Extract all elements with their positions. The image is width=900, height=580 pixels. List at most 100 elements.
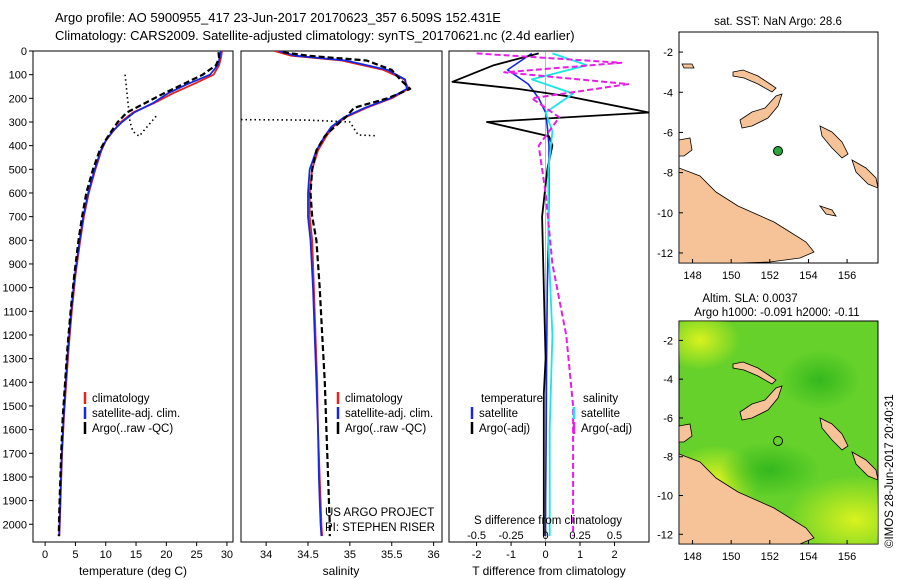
difference-xlabel-salinity: S difference from climatology (474, 515, 622, 527)
y-tick-label: 700 (9, 212, 27, 224)
map-x-tick-label: 156 (838, 270, 856, 282)
difference-xticks-salinity: -0.5 -0.25 0 0.25 0.5 (467, 530, 622, 542)
x-tick-label: 10 (100, 549, 112, 561)
series-line-argo-raw-dots (124, 74, 158, 137)
y-tick-label: 300 (9, 117, 27, 129)
x-tick-label: 1 (577, 549, 583, 561)
sst-map-xticks: 148 150 152 154 156 (683, 259, 856, 282)
y-tick-label: 1600 (3, 425, 27, 437)
temperature-yticks: 0 100 200 300 400 500 600 700 800 900 1000 1100 1200… (3, 46, 33, 531)
new-ireland-island (732, 361, 777, 385)
map-x-tick-label: 150 (722, 551, 740, 563)
map-y-tick-label: -12 (657, 529, 673, 541)
sla-map-title: Altim. SLA: 0.0037 (702, 293, 797, 305)
legend-label-climatology: climatology (92, 393, 150, 405)
new-guinea-mainland (679, 167, 815, 263)
x-tick-label: 0 (42, 549, 48, 561)
y-tick-label: 1100 (3, 306, 27, 318)
difference-xlabel: T difference from climatology (472, 564, 626, 578)
trobriand-islands (818, 205, 837, 217)
x-tick-label: 20 (160, 549, 172, 561)
map-x-tick-label: 150 (722, 270, 740, 282)
sst-map-panel: sat. SST: NaN Argo: 28.6 148 150 152 154 156… (657, 16, 879, 282)
temperature-xticks: 0 5 10 15 20 25 30 (42, 542, 233, 561)
x-tick-label: 35 (344, 549, 356, 561)
figure-title-line2: Climatology: CARS2009. Satellite-adjuste… (55, 28, 575, 43)
new-britain-island (739, 93, 783, 129)
solomon-islands (851, 451, 878, 481)
x2-tick-label: 0.5 (607, 530, 622, 542)
x2-tick-label: 0 (542, 530, 548, 542)
map-x-tick-label: 156 (838, 551, 856, 563)
sla-float-marker (773, 436, 783, 446)
difference-panel: -2 -1 0 1 2 -0.5 -0.25 0 0.25 0.5 S difference f… (448, 50, 650, 578)
series-line-argo-raw-dots (241, 118, 376, 137)
solomon-islands (851, 159, 878, 189)
salinity-lines (241, 51, 412, 537)
sla-low-anomaly (720, 442, 820, 498)
bougainville-island (819, 125, 849, 159)
map-y-tick-label: -12 (657, 248, 673, 260)
legend-label-t-argo: Argo(-adj) (479, 423, 530, 435)
temperature-legend: climatology satellite-adj. clim. Argo(..… (83, 392, 180, 435)
y-tick-label: 2000 (3, 519, 27, 531)
x-tick-label: 0 (542, 549, 548, 561)
y-tick-label: 1200 (3, 330, 27, 342)
new-britain-island (739, 385, 783, 421)
temperature-plot-frame (32, 50, 234, 543)
new-guinea-east-tip (679, 423, 693, 443)
series-line-argo (282, 51, 412, 537)
difference-lines (451, 51, 649, 542)
y-tick-label: 600 (9, 188, 27, 200)
x-tick-label: 30 (221, 549, 233, 561)
x-tick-label: 2 (611, 549, 617, 561)
x-tick-label: 36 (428, 549, 440, 561)
x-tick-label: -2 (472, 549, 482, 561)
y-tick-label: 1400 (3, 377, 27, 389)
x-tick-label: 34.5 (297, 549, 318, 561)
map-y-tick-label: -4 (663, 87, 673, 99)
sla-map-xticks: 148 150 152 154 156 (683, 540, 856, 563)
map-x-tick-label: 148 (683, 270, 701, 282)
legend-label-argo: Argo(..raw -QC) (92, 423, 173, 435)
y-tick-label: 1500 (3, 401, 27, 413)
pi-annotation: PI: STEPHEN RISER (325, 522, 435, 534)
temperature-lines (57, 51, 223, 537)
imos-stamp: ©IMOS 28-Jun-2017 20:40:31 (884, 394, 896, 548)
new-ireland-island (732, 69, 777, 93)
y-tick-label: 1000 (3, 283, 27, 295)
sla-map-subtitle: Argo h1000: -0.091 h2000: -0.11 (694, 307, 859, 319)
sst-map-title: sat. SST: NaN Argo: 28.6 (714, 16, 842, 28)
figure-title-line1: Argo profile: AO 5900955_417 23-Jun-2017… (55, 10, 501, 25)
x-tick-label: 25 (191, 549, 203, 561)
difference-xticks: -2 -1 0 1 2 (472, 542, 618, 561)
project-annotation: US ARGO PROJECT (325, 507, 434, 519)
legend-label-argo: Argo(..raw -QC) (345, 423, 426, 435)
map-y-tick-label: -6 (663, 413, 673, 425)
legend-label-climatology: climatology (345, 393, 403, 405)
series-line-s-satellite (530, 52, 588, 537)
series-line-argo (57, 52, 221, 537)
legend-label-t-satellite: satellite (479, 408, 518, 420)
legend-title-salinity: salinity (583, 393, 618, 405)
temperature-panel: 0100200300400500600700800900100011001200… (3, 46, 234, 578)
map-x-tick-label: 148 (683, 551, 701, 563)
x2-tick-label: 0.25 (569, 530, 590, 542)
y-tick-label: 1900 (3, 496, 27, 508)
map-x-tick-label: 152 (761, 270, 779, 282)
sla-map-yticks: -2 -4 -6 -8 -10 -12 (657, 335, 683, 541)
x-tick-label: 15 (130, 549, 142, 561)
x-tick-label: -1 (506, 549, 516, 561)
series-line-satellite-adj-clim- (278, 51, 408, 537)
map-y-tick-label: -6 (663, 127, 673, 139)
series-line-s-argo-adj- (476, 52, 630, 537)
map-x-tick-label: 154 (799, 551, 817, 563)
map-x-tick-label: 152 (761, 551, 779, 563)
map-y-tick-label: -2 (663, 47, 673, 59)
y-tick-label: 1300 (3, 354, 27, 366)
x-tick-label: 5 (72, 549, 78, 561)
temperature-xlabel: temperature (deg C) (79, 564, 187, 578)
map-x-tick-label: 154 (799, 270, 817, 282)
sst-map-land (679, 63, 878, 263)
